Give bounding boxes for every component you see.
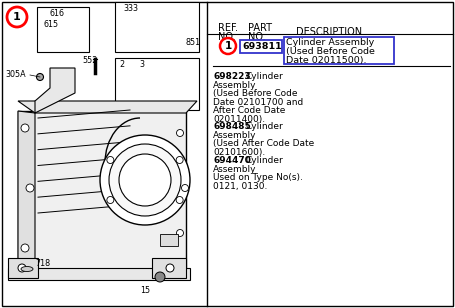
Text: 698485: 698485 xyxy=(213,122,251,131)
Bar xyxy=(284,37,394,64)
Text: REF.: REF. xyxy=(218,23,238,33)
Polygon shape xyxy=(18,111,35,273)
Circle shape xyxy=(177,229,183,237)
Text: 552: 552 xyxy=(82,56,97,65)
Circle shape xyxy=(107,156,114,164)
Text: 0121, 0130.: 0121, 0130. xyxy=(213,181,268,191)
Circle shape xyxy=(176,156,183,164)
Text: Assembly: Assembly xyxy=(213,80,257,90)
Text: Assembly: Assembly xyxy=(213,131,257,140)
Text: 02011400).: 02011400). xyxy=(213,115,265,124)
Bar xyxy=(8,258,38,278)
Circle shape xyxy=(107,197,114,204)
Circle shape xyxy=(36,74,44,80)
Circle shape xyxy=(177,129,183,136)
Bar xyxy=(152,258,186,278)
Text: Cylinder Assembly: Cylinder Assembly xyxy=(286,38,374,47)
Bar xyxy=(159,24,173,38)
Bar xyxy=(58,19,64,24)
Circle shape xyxy=(51,16,57,22)
Ellipse shape xyxy=(21,266,33,271)
Text: (Used After Code Date: (Used After Code Date xyxy=(213,139,314,148)
Circle shape xyxy=(155,272,165,282)
Text: 1: 1 xyxy=(13,12,21,22)
Bar xyxy=(8,268,190,280)
Text: 698223: 698223 xyxy=(213,72,251,81)
Circle shape xyxy=(7,7,27,27)
Circle shape xyxy=(182,184,188,192)
Text: 851: 851 xyxy=(185,38,200,47)
Bar xyxy=(37,7,89,52)
Circle shape xyxy=(220,38,236,54)
Text: After Code Date: After Code Date xyxy=(213,106,285,115)
Bar xyxy=(240,40,282,53)
Circle shape xyxy=(152,73,178,99)
Text: DESCRIPTION: DESCRIPTION xyxy=(296,27,362,37)
Text: 616: 616 xyxy=(49,9,64,18)
Text: Cylinder: Cylinder xyxy=(245,72,283,81)
Text: Assembly: Assembly xyxy=(213,164,257,173)
Text: 693811: 693811 xyxy=(242,42,282,51)
Bar xyxy=(125,80,143,102)
Circle shape xyxy=(18,264,26,272)
Text: 02101600).: 02101600). xyxy=(213,148,265,156)
Text: Date 02101700 and: Date 02101700 and xyxy=(213,98,303,107)
Circle shape xyxy=(109,144,181,216)
Bar xyxy=(160,234,178,246)
Text: Cylinder: Cylinder xyxy=(245,156,283,165)
Circle shape xyxy=(147,68,183,104)
Text: Date 02011500).: Date 02011500). xyxy=(286,56,366,65)
Bar xyxy=(129,20,159,42)
Text: 3: 3 xyxy=(139,60,144,69)
Text: 2: 2 xyxy=(119,60,124,69)
Text: (Used Before Code: (Used Before Code xyxy=(286,47,375,56)
Bar xyxy=(115,58,199,110)
Text: Cylinder: Cylinder xyxy=(245,122,283,131)
Bar xyxy=(115,2,199,52)
Text: 694470: 694470 xyxy=(213,156,251,165)
Circle shape xyxy=(166,264,174,272)
Circle shape xyxy=(176,197,183,204)
Text: 1: 1 xyxy=(224,41,232,51)
Circle shape xyxy=(26,184,34,192)
FancyBboxPatch shape xyxy=(18,111,186,273)
Text: Note: Note xyxy=(320,55,342,64)
Text: 718: 718 xyxy=(35,260,50,269)
Text: 305A: 305A xyxy=(5,70,25,79)
Text: NO.: NO. xyxy=(218,32,236,42)
Text: (Used Before Code: (Used Before Code xyxy=(213,89,298,98)
Polygon shape xyxy=(35,68,75,113)
Circle shape xyxy=(119,154,171,206)
Polygon shape xyxy=(18,101,197,113)
Text: NO.: NO. xyxy=(248,32,266,42)
Bar xyxy=(129,84,139,98)
Text: 333: 333 xyxy=(123,4,138,13)
Circle shape xyxy=(100,135,190,225)
Text: Used on Type No(s).: Used on Type No(s). xyxy=(213,173,303,182)
Circle shape xyxy=(157,78,173,94)
Text: 615: 615 xyxy=(44,20,59,29)
Text: 15: 15 xyxy=(140,286,150,295)
Circle shape xyxy=(21,244,29,252)
Circle shape xyxy=(21,124,29,132)
Text: PART: PART xyxy=(248,23,272,33)
